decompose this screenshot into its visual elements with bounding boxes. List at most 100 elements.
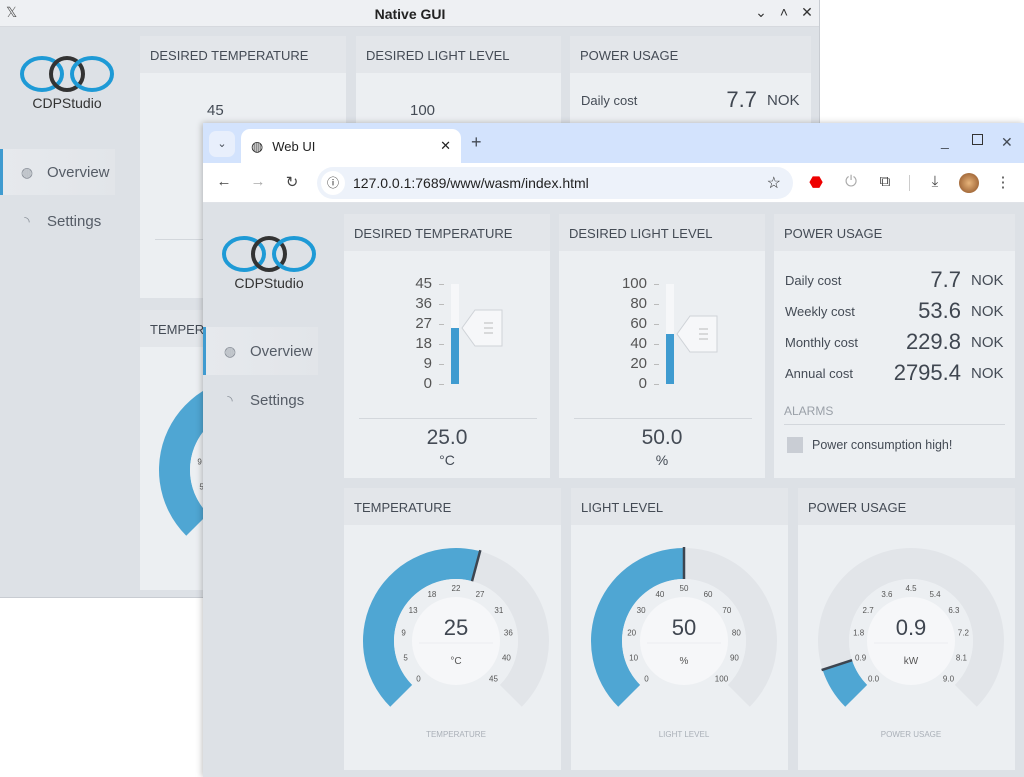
profile-avatar[interactable] (959, 173, 979, 193)
panel-title: LIGHT LEVEL (571, 488, 788, 525)
reload-button[interactable]: ↻ (285, 174, 299, 191)
scale-label: 40 (630, 335, 647, 352)
scale-label: 18 (415, 335, 432, 352)
gauge-tick-label: 0.9 (855, 653, 867, 662)
scale-label: 36 (415, 295, 432, 312)
slider-handle[interactable] (461, 309, 503, 347)
tab-search-button[interactable]: ⌄ (209, 131, 235, 157)
minimize-button[interactable]: _ (941, 133, 949, 149)
browser-window: ⌄ ◍ Web UI ✕ + _ ✕ ← → ↻ ⓘ 127.0.0.1:768… (203, 123, 1024, 777)
divider (574, 418, 752, 419)
close-button[interactable]: ✕ (801, 4, 813, 20)
maximize-button[interactable]: ˄ (779, 4, 789, 20)
tab-web-ui[interactable]: ◍ Web UI ✕ (241, 129, 461, 163)
new-tab-button[interactable]: + (471, 132, 482, 152)
panel-title: TEMPERATURE (344, 488, 561, 525)
tick (654, 324, 659, 325)
sidebar-item-settings[interactable]: ◝ Settings (206, 377, 321, 423)
panel-title: POWER USAGE (570, 36, 811, 73)
slider-fill (666, 334, 674, 384)
light-level-panel: LIGHT LEVEL 0 10 20 30 40 50 60 70 80 90 100 50% LIG… (571, 488, 788, 770)
sidebar-item-label: Settings (250, 391, 305, 409)
gauge-tick-label: 9 (401, 629, 406, 638)
close-tab-button[interactable]: ✕ (440, 138, 451, 153)
cost-label: Annual cost (785, 365, 853, 381)
tab-strip: ⌄ ◍ Web UI ✕ + _ ✕ (203, 123, 1024, 163)
extensions-icon[interactable]: ⧉ (879, 173, 891, 190)
close-window-button[interactable]: ✕ (1001, 134, 1013, 150)
divider (359, 418, 537, 419)
gauge-tick-label: 40 (655, 590, 664, 599)
logo-ring (272, 236, 316, 272)
url-text[interactable]: 127.0.0.1:7689/www/wasm/index.html (353, 175, 589, 191)
gauge-unit: kW (904, 656, 919, 667)
gauge-tick-label: 100 (715, 674, 729, 683)
sidebar-item-label: Overview (250, 342, 313, 360)
gauge-tick-label: 27 (476, 590, 485, 599)
gauge-tick-label: 6.3 (948, 606, 960, 615)
scale-label: 100 (410, 102, 436, 119)
logo-ring (222, 236, 266, 272)
scale-label: 9 (423, 355, 432, 372)
cost-row: Weekly cost 53.6 NOK (785, 296, 1005, 326)
tick (439, 364, 444, 365)
gauge-caption: LIGHT LEVEL (659, 730, 710, 739)
sidebar-item-overview[interactable]: ◍ Overview (0, 149, 115, 195)
panel-title: DESIRED TEMPERATURE (344, 214, 550, 251)
maximize-button[interactable] (972, 134, 983, 145)
light-level-gauge: 0 10 20 30 40 50 60 70 80 90 100 50% LIGHT LEVEL (591, 547, 777, 739)
gauge-tick-label: 80 (732, 629, 741, 638)
back-button[interactable]: ← (216, 173, 232, 190)
tick (654, 284, 659, 285)
adblock-extension-icon[interactable]: ⬣ (809, 174, 823, 191)
slider-handle[interactable] (676, 315, 718, 353)
gauge-tick-label: 22 (452, 584, 461, 593)
gauge-tick-label: 3.6 (881, 590, 893, 599)
light-setpoint-slider[interactable]: 100 80 60 40 20 0 (559, 275, 765, 394)
gauge-tick-label: 2.7 (863, 606, 875, 615)
power-extension-icon[interactable]: ⏻ (845, 173, 857, 190)
cost-value: 7.7 (930, 267, 961, 292)
address-bar[interactable]: ⓘ 127.0.0.1:7689/www/wasm/index.html ☆ (317, 167, 793, 199)
tick (439, 344, 444, 345)
tick (654, 364, 659, 365)
site-info-icon[interactable]: ⓘ (321, 171, 345, 195)
menu-icon[interactable]: ⋮ (995, 174, 1011, 191)
sidebar-item-label: Overview (47, 163, 110, 181)
bookmark-star-icon[interactable]: ☆ (766, 175, 781, 192)
gauge-value-arc (159, 377, 277, 536)
cost-row: Monthly cost 229.8 NOK (785, 327, 1005, 357)
logo-ring (70, 56, 114, 92)
gauge-tick-label: 8.1 (956, 653, 968, 662)
gauge-caption: TEMPERATURE (426, 730, 486, 739)
setpoint-unit: % (655, 452, 669, 468)
minimize-button[interactable]: ⌄ (755, 4, 767, 20)
gauge-track (818, 548, 1004, 707)
gauge-tick-label: 70 (722, 606, 731, 615)
desired-temperature-panel: DESIRED TEMPERATURE 45 36 27 18 9 0 25.0 °C (344, 214, 550, 478)
panel-title: DESIRED LIGHT LEVEL (356, 36, 561, 73)
scale-label: 0 (638, 375, 647, 392)
logo-ring (49, 56, 85, 92)
forward-button[interactable]: → (250, 173, 266, 190)
gauge-center (640, 597, 728, 685)
cost-unit: NOK (971, 302, 1004, 320)
cost-unit: NOK (971, 333, 1004, 351)
setpoint-unit: °C (439, 452, 455, 468)
download-icon[interactable]: ⤓ (931, 173, 939, 190)
scale-label: 27 (415, 315, 432, 332)
logo-ring (20, 56, 64, 92)
daily-cost-row: Daily cost 7.7 NOK (581, 85, 801, 115)
sidebar-item-settings[interactable]: ◝ Settings (3, 198, 118, 244)
gauge-value: 25 (444, 615, 468, 640)
cost-row: Annual cost 2795.4 NOK (785, 358, 1005, 388)
scale-label: 45 (415, 275, 432, 292)
globe-icon: ◍ (20, 163, 34, 180)
sidebar-item-overview[interactable]: ◍ Overview (203, 327, 318, 375)
gauge-icon: ◝ (227, 391, 233, 408)
gauge-tick-label: 5 (199, 482, 204, 491)
tick (439, 324, 444, 325)
scale-label: 45 (207, 102, 224, 119)
temperature-setpoint-slider[interactable]: 45 36 27 18 9 0 (344, 275, 550, 394)
gauge-value-arc (591, 548, 684, 707)
